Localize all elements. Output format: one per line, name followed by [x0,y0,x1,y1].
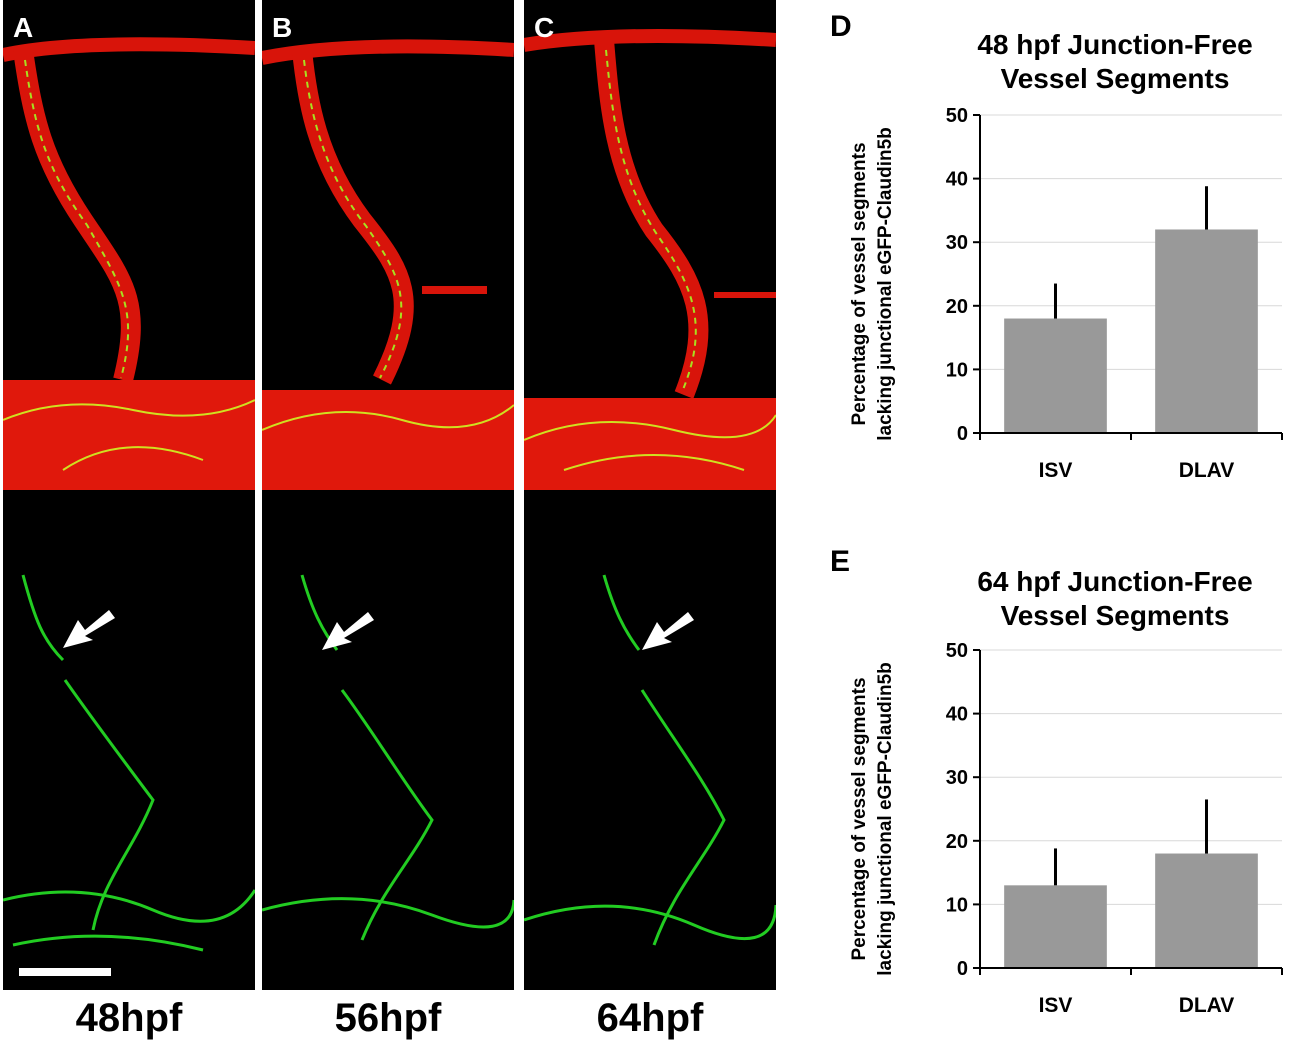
y-tick-label: 10 [946,359,968,381]
time-label: 64hpf [596,996,704,1040]
panel-letter: C [534,12,555,43]
bar-chart-e: E 64 hpf Junction-Free Vessel Segments 0… [830,545,1290,1025]
y-axis-label: Percentage of vessel segments [849,677,870,960]
chart-title: 48 hpf Junction-Free Vessel Segments [940,28,1290,96]
micrograph-image [524,29,776,946]
panel-letter: A [13,12,34,43]
y-tick-label: 0 [957,958,968,980]
y-tick-label: 40 [946,169,968,191]
micrograph-panel-a: A [3,0,255,990]
x-tick-label: ISV [1039,459,1073,482]
x-tick-label: DLAV [1179,994,1235,1017]
x-tick-label: DLAV [1179,459,1235,482]
chart-title-line: Vessel Segments [1000,600,1230,631]
y-tick-label: 30 [946,767,968,789]
y-tick-label: 50 [946,105,968,127]
y-tick-label: 20 [946,296,968,318]
y-axis-label: Percentage of vessel segments [849,142,870,425]
chart-title: 64 hpf Junction-Free Vessel Segments [940,565,1290,633]
y-axis-label: lacking junctional eGFP-Claudin5b [875,662,896,976]
bar-chart-d: D 48 hpf Junction-Free Vessel Segments 0… [830,10,1290,490]
bar [1004,318,1107,433]
y-tick-label: 10 [946,894,968,916]
bar [1155,853,1258,968]
chart-panel-letter: E [830,545,851,578]
bar [1004,885,1107,968]
y-tick-label: 40 [946,704,968,726]
y-tick-label: 0 [957,423,968,445]
y-tick-label: 50 [946,640,968,662]
bar [1155,229,1258,433]
chart-plot: 0 10 20 30 40 50 Percentage of vessel segments… [849,640,1283,1017]
chart-title-line: 48 hpf Junction-Free [977,29,1253,60]
panel-letter: B [272,12,293,43]
y-axis-label: lacking junctional eGFP-Claudin5b [875,127,896,441]
time-label: 48hpf [75,996,183,1040]
micrograph-image [3,37,255,976]
y-tick-label: 30 [946,232,968,254]
x-tick-label: ISV [1039,994,1073,1017]
micrograph-panel-c: C [524,0,776,990]
chart-panel-letter: D [830,10,852,43]
chart-plot: 0 10 20 30 40 50 Percentage of vessel segments… [849,105,1283,482]
micrograph-image [262,39,514,941]
y-tick-label: 20 [946,831,968,853]
micrograph-panel-b: B [262,0,514,990]
time-label: 56hpf [334,996,442,1040]
chart-title-line: 64 hpf Junction-Free [977,566,1253,597]
chart-title-line: Vessel Segments [1000,63,1230,94]
